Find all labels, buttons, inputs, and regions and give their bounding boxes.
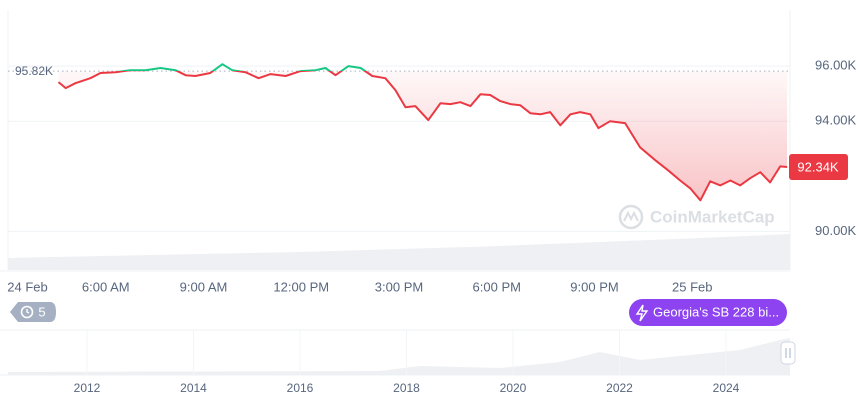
x-tick-label: 3:00 PM xyxy=(375,279,423,294)
area-fill xyxy=(58,71,788,201)
y-tick-label: 90.00K xyxy=(815,223,857,238)
plot xyxy=(8,63,790,232)
events-badge[interactable]: 5 xyxy=(10,302,56,322)
navigator-year: 2022 xyxy=(606,381,633,395)
current-price-label: 92.34K xyxy=(797,159,839,174)
x-tick-label: 25 Feb xyxy=(672,279,712,294)
news-pill[interactable]: Georgia's SB 228 bi... xyxy=(629,299,787,326)
volume-area xyxy=(8,234,790,270)
navigator-year: 2012 xyxy=(74,381,101,395)
x-tick-label: 9:00 PM xyxy=(570,279,618,294)
x-tick-label: 6:00 AM xyxy=(82,279,130,294)
x-tick-label: 24 Feb xyxy=(7,279,47,294)
navigator-year: 2020 xyxy=(500,381,527,395)
y-tick-label: 96.00K xyxy=(815,58,857,73)
current-price-tag xyxy=(789,153,848,180)
navigator-year: 2018 xyxy=(393,381,420,395)
x-tick-label: 9:00 AM xyxy=(180,279,228,294)
watermark-text: CoinMarketCap xyxy=(650,207,775,226)
x-tick-label: 12:00 PM xyxy=(273,279,329,294)
navigator-year: 2014 xyxy=(180,381,207,395)
price-line xyxy=(57,63,788,202)
navigator-year: 2016 xyxy=(287,381,314,395)
y-tick-label: 94.00K xyxy=(815,113,857,128)
news-text: Georgia's SB 228 bi... xyxy=(653,304,779,319)
events-count: 5 xyxy=(38,304,45,319)
x-tick-label: 6:00 PM xyxy=(473,279,521,294)
navigator-year: 2024 xyxy=(713,381,740,395)
navigator xyxy=(0,329,796,376)
reference-label: 95.82K xyxy=(15,64,53,78)
watermark: CoinMarketCap xyxy=(618,204,775,230)
